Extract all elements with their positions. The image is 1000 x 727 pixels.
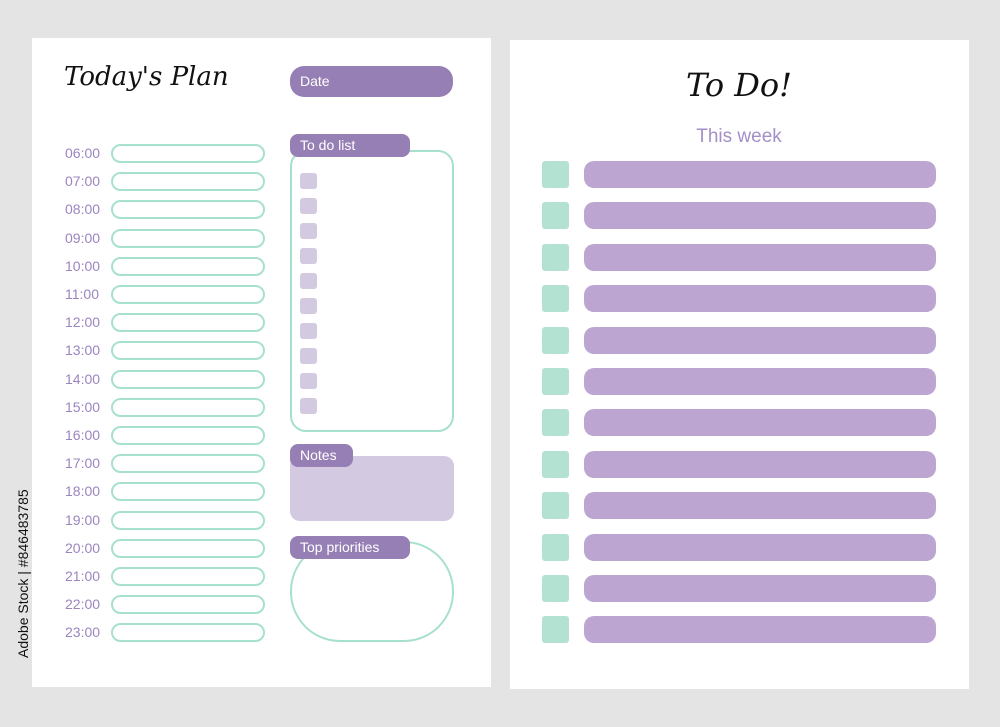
todo-item-field[interactable] [584, 409, 936, 437]
time-label: 14:00 [65, 370, 101, 387]
todo-checkbox[interactable] [300, 298, 317, 314]
todo-item-field[interactable] [584, 575, 936, 602]
todo-checkbox[interactable] [542, 409, 569, 437]
time-label: 11:00 [65, 286, 99, 302]
todo-checkbox[interactable] [300, 223, 317, 239]
time-label: 09:00 [65, 229, 101, 246]
todo-checkbox[interactable] [300, 323, 317, 339]
todo-checkbox[interactable] [542, 368, 569, 395]
todo-checkbox[interactable] [300, 198, 317, 214]
time-label: 18:00 [65, 483, 101, 500]
todo-item-field[interactable] [584, 202, 936, 230]
todo-item-field[interactable] [584, 533, 936, 561]
time-slot-input[interactable] [111, 482, 265, 502]
todo-checkbox[interactable] [542, 450, 569, 478]
todo-checkbox[interactable] [542, 616, 569, 644]
todo-checkbox[interactable] [300, 248, 317, 264]
todo-checkbox[interactable] [300, 348, 317, 364]
time-slot-input[interactable] [111, 285, 265, 304]
time-label: 06:00 [65, 145, 101, 161]
date-field[interactable]: Date [290, 66, 453, 97]
time-slot-input[interactable] [111, 595, 265, 615]
time-slot-input[interactable] [111, 228, 265, 248]
todo-list-box [290, 150, 454, 432]
time-label: 10:00 [65, 257, 101, 274]
time-label: 12:00 [65, 314, 101, 331]
todo-item-field[interactable] [584, 450, 936, 478]
todo-checkbox[interactable] [542, 161, 569, 188]
todo-checkbox[interactable] [542, 492, 569, 520]
time-slot-input[interactable] [111, 454, 265, 474]
time-label: 13:00 [65, 342, 101, 359]
todo-checkbox[interactable] [542, 326, 569, 354]
time-label: 23:00 [65, 624, 101, 641]
todo-item-field[interactable] [584, 326, 936, 354]
time-slot-input[interactable] [111, 369, 265, 389]
time-slot-input[interactable] [111, 144, 265, 163]
todo-item-field[interactable] [584, 161, 936, 188]
time-slot-input[interactable] [111, 538, 265, 558]
todo-checkbox[interactable] [542, 285, 569, 313]
time-slot-input[interactable] [111, 256, 265, 276]
time-slot-input[interactable] [111, 397, 265, 417]
time-label: 22:00 [65, 596, 101, 613]
todo-checkbox[interactable] [542, 243, 569, 271]
todo-item-field[interactable] [584, 492, 936, 520]
time-label: 17:00 [65, 455, 101, 472]
time-label: 16:00 [65, 427, 101, 443]
time-label: 15:00 [65, 398, 101, 415]
todo-checkbox[interactable] [300, 273, 317, 289]
watermark-id: Adobe Stock | #846483785 [15, 489, 31, 658]
todo-checkbox[interactable] [300, 373, 317, 389]
page-title: Today's Plan [64, 62, 229, 92]
time-slot-input[interactable] [111, 510, 265, 530]
todo-item-field[interactable] [584, 243, 936, 271]
todo-list-tab: To do list [290, 134, 410, 157]
todo-title: To Do! [685, 66, 793, 104]
todo-checkbox[interactable] [542, 533, 569, 561]
todo-checkbox[interactable] [542, 575, 569, 602]
time-label: 07:00 [65, 173, 101, 190]
time-label: 20:00 [65, 539, 101, 556]
todo-checkbox[interactable] [300, 173, 317, 189]
todo-checkbox[interactable] [300, 398, 317, 414]
top-priorities-tab: Top priorities [290, 536, 410, 559]
time-slot-input[interactable] [111, 341, 265, 361]
todo-item-field[interactable] [584, 616, 936, 644]
time-slot-input[interactable] [111, 426, 265, 445]
time-slot-input[interactable] [111, 567, 265, 586]
time-label: 21:00 [65, 568, 101, 584]
time-slot-input[interactable] [111, 313, 265, 333]
time-label: 08:00 [65, 201, 101, 218]
time-slot-input[interactable] [111, 172, 265, 192]
this-week-label: This week [696, 126, 782, 147]
todo-item-field[interactable] [584, 368, 936, 395]
time-slot-input[interactable] [111, 623, 265, 643]
time-slot-input[interactable] [111, 200, 265, 220]
todo-item-field[interactable] [584, 285, 936, 313]
notes-tab: Notes [290, 444, 353, 467]
todo-checkbox[interactable] [542, 202, 569, 230]
time-label: 19:00 [65, 511, 101, 528]
